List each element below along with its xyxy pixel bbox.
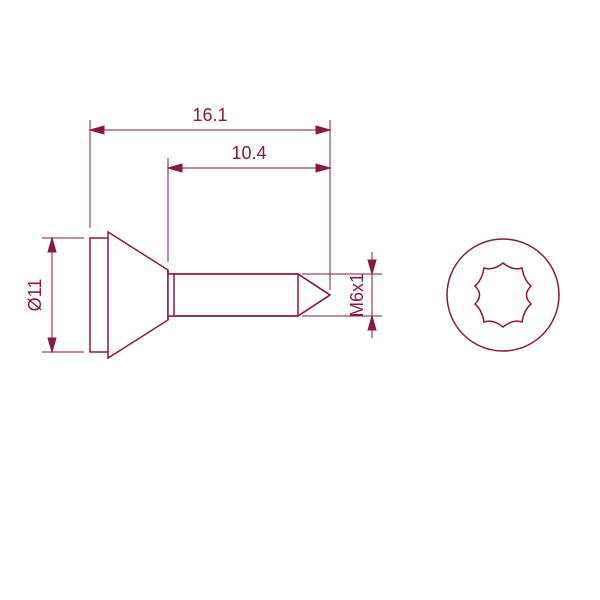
dim-thread-spec-text: M6x1 (347, 273, 367, 317)
arrow-dia-top (48, 238, 56, 252)
diagram-canvas: 16.1 10.4 Ø11 M6x1 (0, 0, 600, 600)
screw-profile (90, 232, 330, 358)
arrow-total-right (316, 126, 330, 134)
arrow-thread-bottom (368, 316, 376, 330)
dim-head-diameter-text: Ø11 (25, 279, 45, 312)
arrow-shaft-left (168, 164, 182, 172)
torx-recess (475, 263, 531, 327)
dim-shaft-length-text: 10.4 (231, 143, 266, 163)
collar-step (168, 274, 174, 316)
dim-total-length-text: 16.1 (192, 105, 227, 125)
top-view (447, 239, 559, 351)
side-view: 16.1 10.4 Ø11 M6x1 (25, 105, 382, 358)
arrow-total-left (90, 126, 104, 134)
arrow-dia-bottom (48, 338, 56, 352)
arrow-shaft-right (316, 164, 330, 172)
arrow-thread-top (368, 260, 376, 274)
